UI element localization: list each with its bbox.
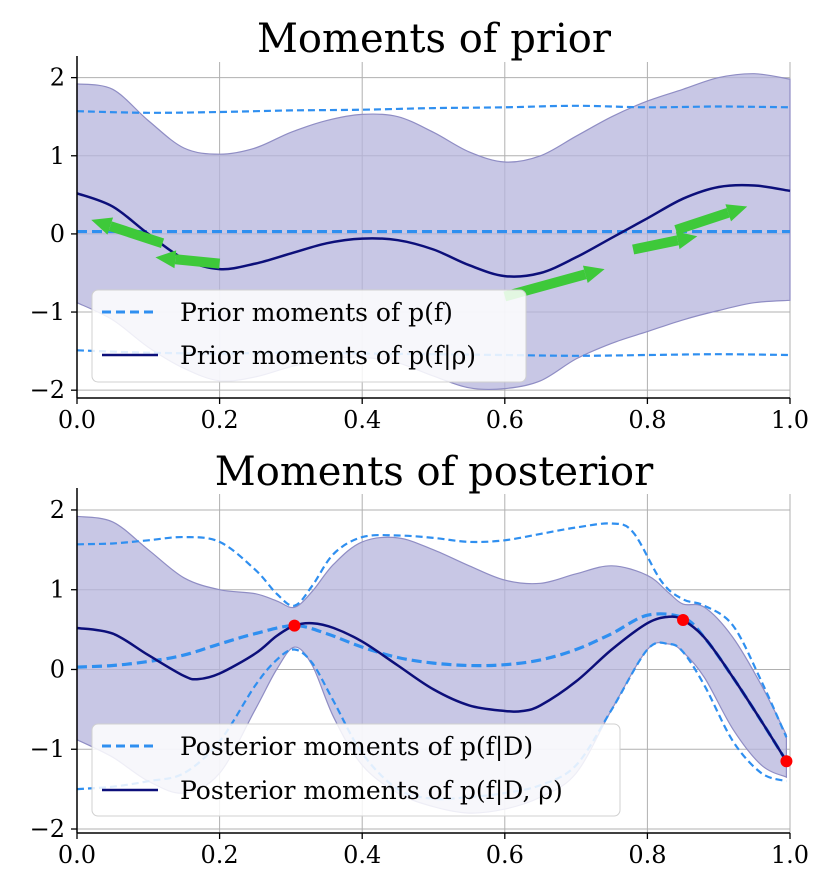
prior-panel: Moments of prior 2 1 0 −1 −20.0 0.2 0.4 0.6 0.8 1… <box>30 16 809 434</box>
prior-axes: 2 1 0 −1 −20.0 0.2 0.4 0.6 0.8 1.0 <box>30 56 809 434</box>
prior-ytick-label: 0 <box>50 220 65 248</box>
posterior-legend: Posterior moments of p(f|D) Posterior mo… <box>91 723 621 817</box>
prior-arrow <box>632 231 698 255</box>
posterior-xtick-label: 0.8 <box>628 841 666 869</box>
prior-arrows <box>91 204 748 302</box>
prior-legend: Prior moments of p(f) Prior moments of p… <box>91 289 527 383</box>
posterior-legend-label-pfdrho: Posterior moments of p(f|D, ρ) <box>180 776 563 806</box>
prior-xtick-label: 1.0 <box>771 406 809 434</box>
prior-arrow-head <box>582 265 605 284</box>
posterior-xtick-label: 0.2 <box>201 841 239 869</box>
prior-ytick-label: 2 <box>50 64 65 92</box>
prior-arrow-shaft <box>174 254 221 269</box>
prior-arrow-head <box>675 231 698 250</box>
posterior-xtick-label: 0.0 <box>58 841 96 869</box>
prior-ytick-label: 1 <box>50 142 65 170</box>
posterior-ytick-label: 1 <box>50 576 65 604</box>
posterior-ytick-label: −2 <box>30 815 65 843</box>
posterior-dashed-upper-line <box>76 522 788 738</box>
prior-xtick-label: 0.8 <box>628 406 666 434</box>
prior-arrow <box>674 204 748 235</box>
posterior-xtick-label: 0.4 <box>343 841 381 869</box>
posterior-legend-label-pfd: Posterior moments of p(f|D) <box>180 732 533 762</box>
posterior-dashed-mean-line <box>76 612 788 763</box>
posterior-observation-point <box>288 619 301 632</box>
prior-xtick-label: 0.4 <box>343 406 381 434</box>
prior-xtick-label: 0.0 <box>58 406 96 434</box>
posterior-band <box>76 515 787 814</box>
prior-arrow <box>91 217 165 249</box>
prior-arrow-shaft <box>632 235 679 255</box>
posterior-observation-point <box>780 755 793 768</box>
prior-arrow-shaft <box>674 208 730 235</box>
posterior-ytick-label: 0 <box>50 655 65 683</box>
prior-arrow-shaft <box>108 221 165 249</box>
posterior-uncertainty-band <box>76 515 787 814</box>
prior-legend-label-pf: Prior moments of p(f) <box>180 298 453 327</box>
posterior-observation-point <box>677 614 690 627</box>
prior-arrow-head <box>725 204 748 222</box>
prior-ytick-label: −1 <box>30 298 65 326</box>
prior-legend-label-pfrho: Prior moments of p(f|ρ) <box>180 341 476 371</box>
prior-ytick-label: −2 <box>30 376 65 404</box>
prior-xtick-label: 0.2 <box>201 406 239 434</box>
prior-dashed-upper-line <box>76 104 791 114</box>
prior-arrow <box>155 250 221 269</box>
posterior-axes: 2 1 0 −1 −20.0 0.2 0.4 0.6 0.8 1.0 <box>30 488 809 869</box>
posterior-panel: Moments of posterior 2 1 0 −1 −20.0 0.2 0.4 0.6… <box>30 449 809 869</box>
posterior-xtick-label: 1.0 <box>771 841 809 869</box>
posterior-chart-title: Moments of posterior <box>215 449 654 495</box>
posterior-xtick-label: 0.6 <box>486 841 524 869</box>
prior-arrow-head <box>91 217 114 235</box>
prior-chart-title: Moments of prior <box>257 16 612 62</box>
posterior-observations <box>288 614 793 768</box>
posterior-legend-box <box>91 723 621 817</box>
prior-arrow-head <box>155 250 177 269</box>
prior-legend-box <box>91 289 527 383</box>
posterior-ytick-label: 2 <box>50 496 65 524</box>
prior-xtick-label: 0.6 <box>486 406 524 434</box>
posterior-ytick-label: −1 <box>30 735 65 763</box>
